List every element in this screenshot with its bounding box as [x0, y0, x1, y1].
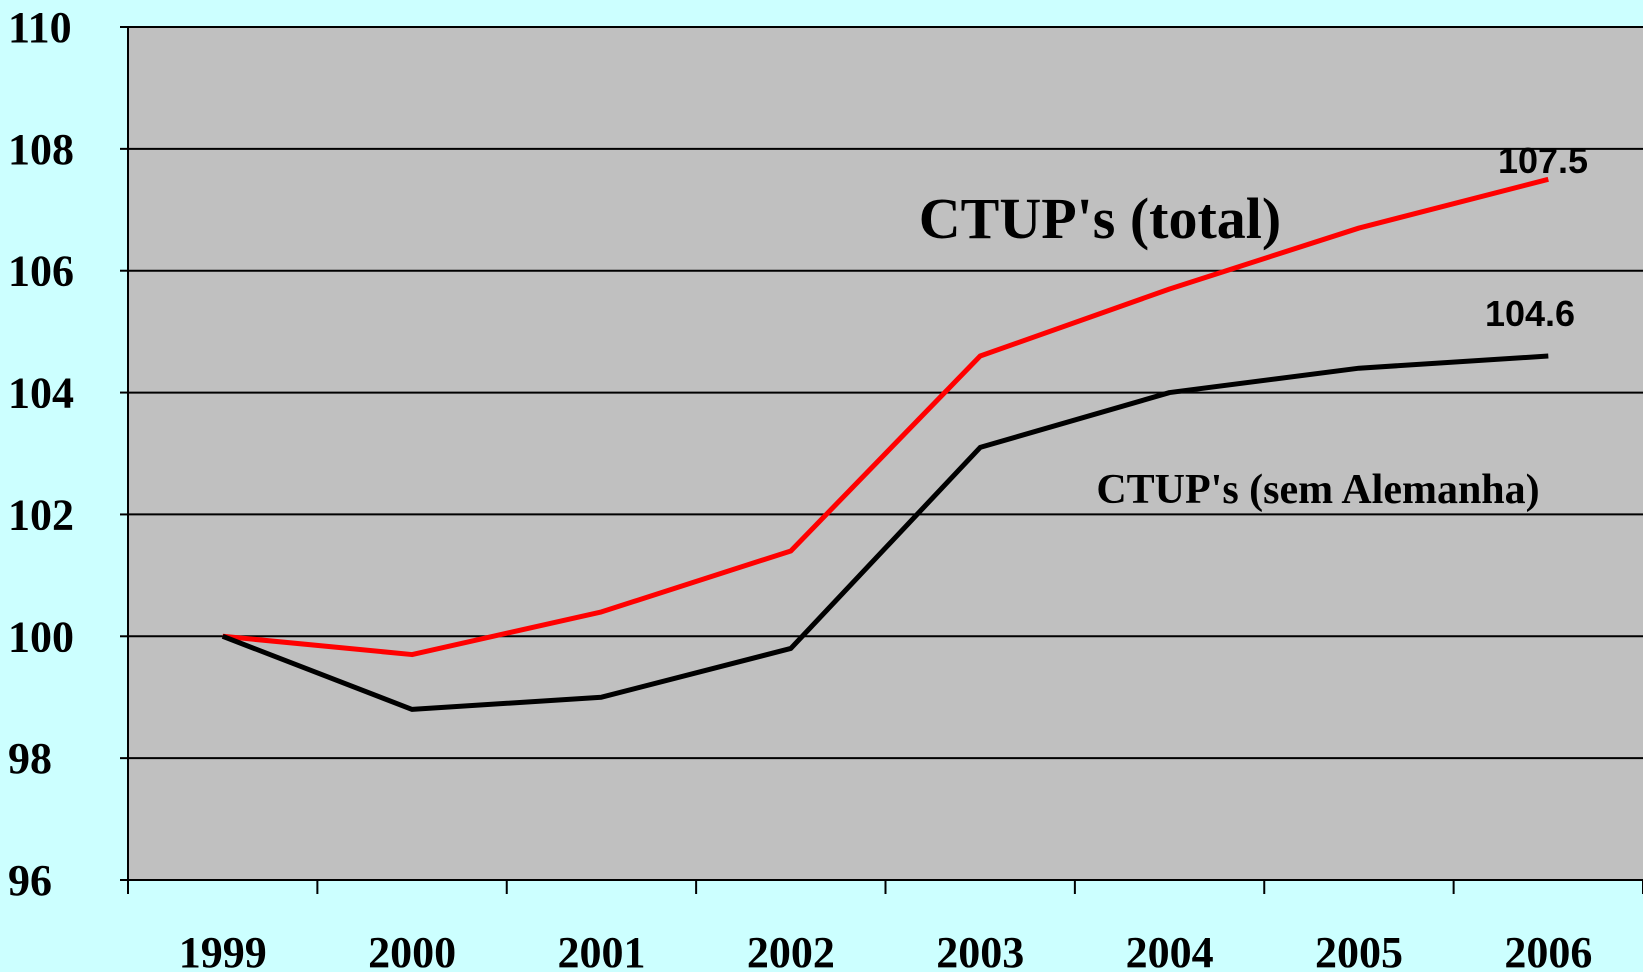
y-tick-label: 102	[8, 490, 74, 539]
series-line	[222, 176, 1549, 658]
x-tick-label: 2000	[368, 928, 456, 972]
x-tick-label: 2001	[557, 928, 645, 972]
x-tick-label: 2002	[747, 928, 835, 972]
y-tick-label: 98	[8, 734, 52, 783]
y-tick-label: 100	[8, 612, 74, 661]
x-tick-label: 2004	[1126, 928, 1214, 972]
x-tick-label: 2006	[1504, 928, 1592, 972]
x-tick-label: 2003	[936, 928, 1024, 972]
y-tick-label: 108	[8, 125, 74, 174]
y-tick-label: 104	[8, 369, 74, 418]
y-tick-label: 110	[8, 3, 72, 52]
y-tick-label: 106	[8, 247, 74, 296]
series-label: CTUP's (total)	[919, 186, 1281, 251]
x-tick-label: 2005	[1315, 928, 1403, 972]
value-label: 104.6	[1485, 293, 1575, 334]
series-label: CTUP's (sem Alemanha)	[1096, 467, 1539, 513]
series-line	[221, 353, 1549, 712]
y-tick-label: 96	[8, 856, 52, 905]
x-tick-label: 1999	[179, 928, 267, 972]
value-label: 107.5	[1498, 140, 1588, 181]
